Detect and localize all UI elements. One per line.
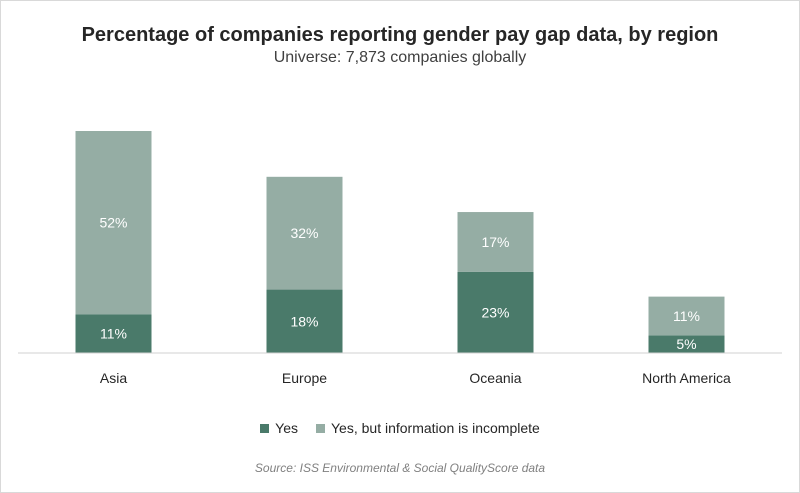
bar-north-america-yes [648, 335, 725, 353]
source-note: Source: ISS Environmental & Social Quali… [254, 461, 546, 475]
bar-north-america-incomplete [648, 296, 725, 336]
data-label-europe-yes: 18% [290, 313, 318, 329]
bar-asia-yes [75, 314, 152, 353]
chart-legend: Yes Yes, but information is incomplete [0, 420, 800, 436]
chart-subtitle: Universe: 7,873 companies globally [273, 49, 527, 66]
data-label-europe-incomplete: 32% [290, 225, 318, 241]
legend-item-yes: Yes [260, 420, 298, 436]
bar-europe-yes [266, 289, 343, 353]
legend-item-incomplete: Yes, but information is incomplete [316, 420, 540, 436]
legend-label-yes: Yes [275, 420, 298, 436]
bar-oceania-yes [457, 271, 534, 353]
chart-title: Percentage of companies reporting gender… [81, 24, 719, 46]
bar-oceania-incomplete [457, 212, 534, 272]
bar-asia-incomplete [75, 131, 152, 315]
category-label-north-america: North America [642, 370, 731, 386]
data-label-asia-yes: 11% [100, 326, 127, 342]
legend-label-incomplete: Yes, but information is incomplete [331, 420, 540, 436]
category-label-europe: Europe [282, 370, 327, 386]
data-label-oceania-incomplete: 17% [481, 234, 509, 250]
legend-swatch-incomplete [316, 423, 325, 433]
data-label-north-america-yes: 5% [676, 336, 696, 352]
bar-europe-incomplete [266, 176, 343, 290]
category-label-asia: Asia [100, 370, 127, 386]
data-label-oceania-yes: 23% [481, 304, 509, 320]
category-label-oceania: Oceania [469, 370, 521, 386]
data-label-asia-incomplete: 52% [99, 215, 127, 231]
legend-swatch-yes [260, 423, 270, 433]
data-label-north-america-incomplete: 11% [673, 308, 700, 324]
